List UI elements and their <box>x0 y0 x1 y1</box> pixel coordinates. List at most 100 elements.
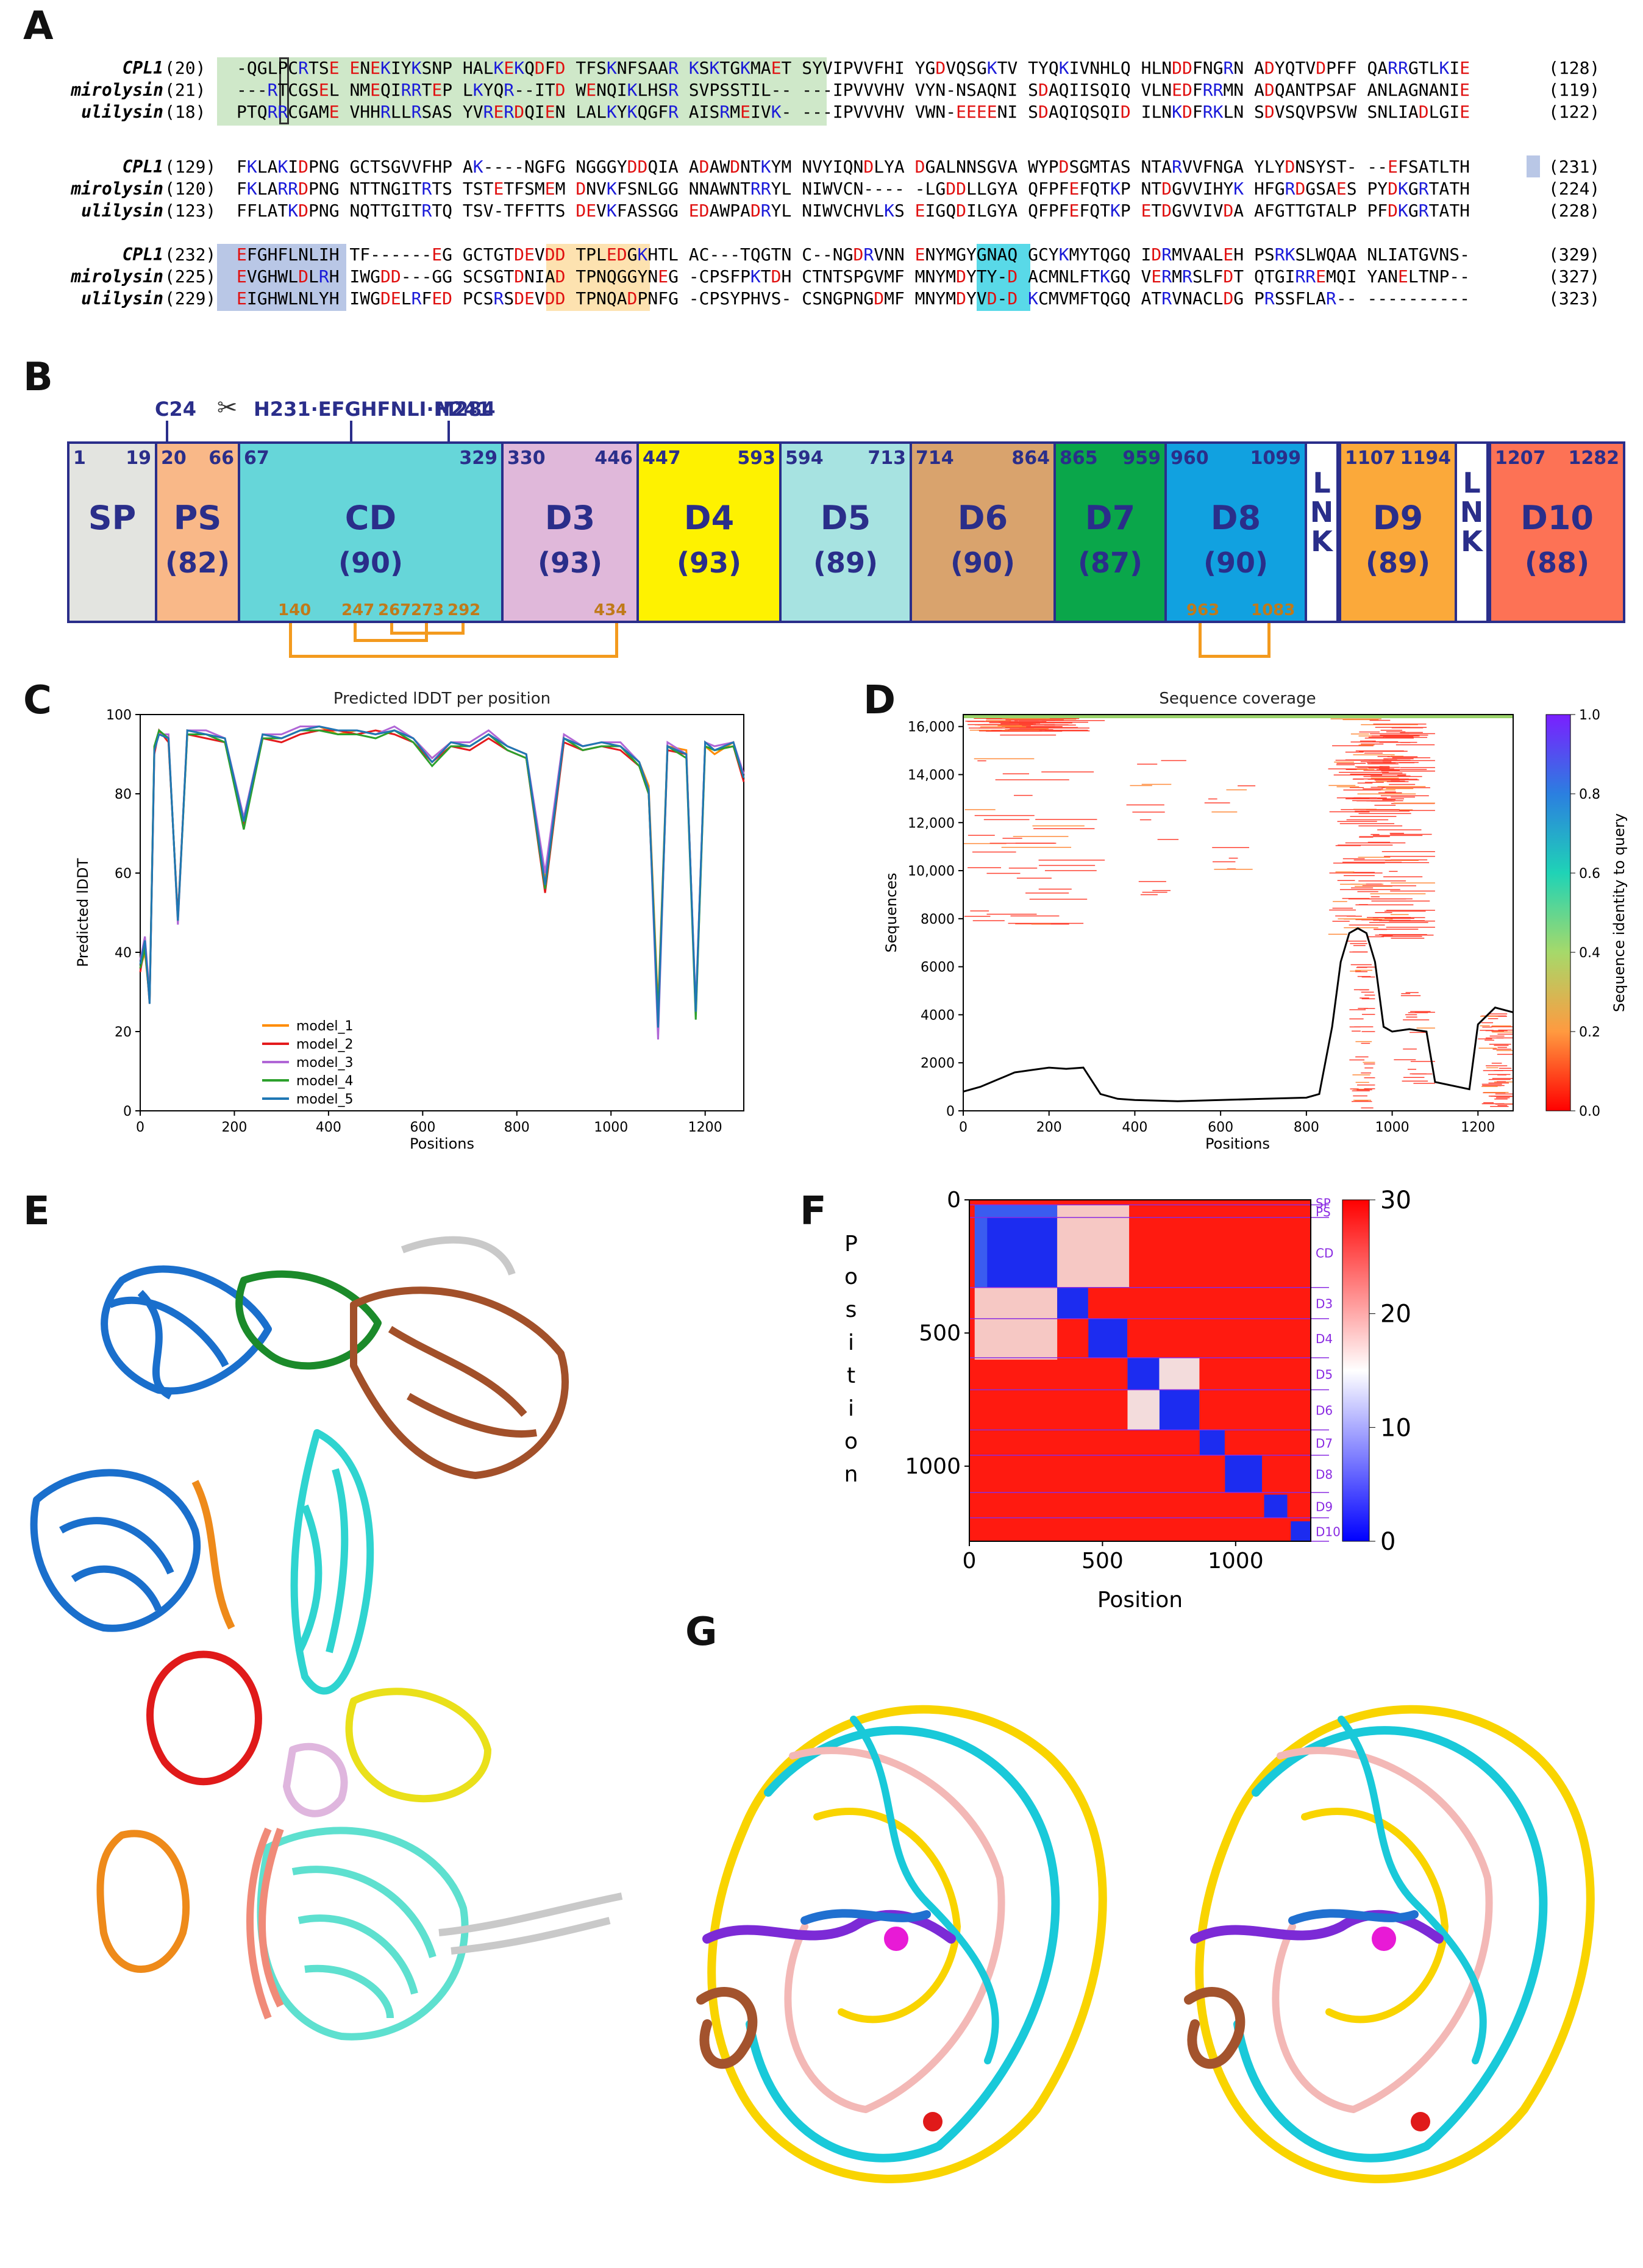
coverage-colorbar-label: Sequence identity to query <box>1611 813 1628 1012</box>
coverage-query-row <box>963 715 1513 718</box>
pae-ticks: 0 500 1000 0 500 1000 <box>905 1188 1263 1574</box>
domain-end: 713 <box>868 448 906 469</box>
domain-identity: (90) <box>1203 546 1269 579</box>
alignment-row: CPL1 (20) -QGLPCRTSE ENEKIYKSNP HALKEKQDFD… <box>0 57 1643 79</box>
pae-block-d7 <box>1199 1430 1225 1455</box>
domain-end: 329 <box>459 448 497 469</box>
domain-start: 1107 <box>1345 448 1396 469</box>
sequence-name: CPL1 <box>122 244 163 265</box>
domain-end: 864 <box>1011 448 1050 469</box>
plddt-chart-title: Predicted lDDT per position <box>333 690 551 708</box>
colorbar-tick-label: 1.0 <box>1579 708 1600 723</box>
panel-label-a: A <box>23 4 54 49</box>
colorbar-tick-label: 0.8 <box>1579 787 1600 802</box>
y-tick-label: 4000 <box>921 1008 955 1023</box>
panel-label-b: B <box>23 355 53 400</box>
sequence-residues: EFGHFLNLIH TF------EG GCTGTDEVDD TPLEDGK… <box>237 244 1470 265</box>
domain-d4: 447 593 D4 (93) <box>636 441 782 623</box>
y-tick-label: 12,000 <box>908 816 955 831</box>
sequence-end: (122) <box>1549 102 1600 122</box>
panel-label-e: E <box>23 1189 50 1234</box>
pae-offdiag-cd-d3 <box>1057 1205 1130 1288</box>
domain-boundary-label: CD <box>1316 1246 1333 1260</box>
y-tick-label: 40 <box>115 946 132 961</box>
domain-end: 593 <box>737 448 775 469</box>
domain-cd-blob <box>290 1429 374 1695</box>
colorbar-tick-label: 0.0 <box>1579 1104 1600 1119</box>
alignment-row: ulilysin (229) EIGHWLNLYH IWGDELRFED PCSRS… <box>0 288 1643 310</box>
pae-block-cd <box>987 1218 1057 1288</box>
ss-292: 292 <box>447 601 481 619</box>
domain-identity: (90) <box>338 546 404 579</box>
sequence-end: (228) <box>1549 201 1600 221</box>
domain-d9-blob <box>30 1469 201 1632</box>
pae-xlabel: Position <box>1097 1588 1183 1613</box>
sequence-end: (327) <box>1549 266 1600 287</box>
propeptide-highlight <box>217 57 827 126</box>
alignment-row: CPL1 (232) EFGHFLNLIH TF------EG GCTGTDEVD… <box>0 244 1643 266</box>
domain-start: 714 <box>916 448 954 469</box>
ss-273: 273 <box>411 601 444 619</box>
sequence-start: (21) <box>165 80 206 100</box>
sequence-start: (20) <box>165 58 206 78</box>
domain-d8: 960 1099 D8 (90) <box>1164 441 1307 623</box>
sequence-name: CPL1 <box>122 58 163 78</box>
pae-block-d5 <box>1127 1358 1160 1390</box>
domain-identity: (89) <box>813 546 879 579</box>
disulfide-bracket-267-292 <box>390 623 465 635</box>
sequence-end: (329) <box>1549 244 1600 265</box>
pae-colorbar <box>1342 1199 1370 1542</box>
domain-d7-blob <box>235 1270 382 1370</box>
sequence-residues: -QGLPCRTSE ENEKIYKSNP HALKEKQDFD TFSKNFS… <box>237 58 1470 78</box>
domain-sp-ps-blob <box>96 1830 190 1973</box>
x-tick-label: 0 <box>136 1120 144 1135</box>
loop-highlight <box>546 244 650 311</box>
domain-start: 960 <box>1171 448 1209 469</box>
domain-d7: 865 959 D7 (87) <box>1053 441 1167 623</box>
domain-d10-blob <box>146 1650 262 1786</box>
x-tick-label: 200 <box>221 1120 247 1135</box>
pae-offdiag-d3-cd <box>974 1288 1058 1360</box>
domain-start: 594 <box>785 448 824 469</box>
domain-boundary-label: D8 <box>1316 1467 1333 1482</box>
scissors-icon: ✂ <box>217 394 238 422</box>
c24-tick <box>166 421 168 443</box>
domain-start: 20 <box>161 448 187 469</box>
domain-end: 1099 <box>1250 448 1302 469</box>
coverage-line <box>963 927 1514 1102</box>
x-tick-label: 1000 <box>594 1120 628 1135</box>
domain-d6: 714 864 D6 (90) <box>910 441 1056 623</box>
y-tick-label: 0 <box>946 1104 955 1119</box>
legend-label: model_5 <box>296 1092 354 1107</box>
colorbar-tick-label: 0.6 <box>1579 866 1600 882</box>
ss-247: 247 <box>341 601 375 619</box>
panel-a-alignment: A CPL1 (20) -QGLPCRTSE ENEKIYKSNP HALKEKQD… <box>0 0 1643 317</box>
stereo-superposition-image <box>696 1705 1595 2183</box>
colorbar-tick-label: 30 <box>1380 1186 1411 1214</box>
domain-boundary-label: D3 <box>1316 1296 1333 1311</box>
domain-identity: (88) <box>1524 546 1590 579</box>
domain-end: 959 <box>1122 448 1161 469</box>
domain-boundary-label: D9 <box>1316 1500 1333 1514</box>
coverage-ylabel: Sequences <box>883 873 900 953</box>
his-highlight <box>1527 155 1540 177</box>
colorbar-tick-label: 0 <box>1380 1528 1395 1556</box>
sequence-name: ulilysin <box>81 288 163 308</box>
y-tick-label: 8000 <box>921 912 955 927</box>
pae-colorbar-ticks: 0 10 20 30 <box>1369 1186 1411 1556</box>
alignment-row: ulilysin (18) PTQRRCGAME VHHRLLRSAS YVRERD… <box>0 101 1643 123</box>
domain-name: D7 <box>1085 499 1136 537</box>
x-tick-label: 200 <box>1036 1120 1062 1135</box>
domain-sp: 1 19 SP <box>67 441 157 623</box>
y-tick-label: 14,000 <box>908 768 955 783</box>
x-tick-label: 1200 <box>1461 1120 1495 1135</box>
y-label-letter: o <box>844 1264 858 1289</box>
plddt-legend: model_1 model_2 model_3 model_4 model_5 <box>262 1019 354 1107</box>
domain-name: PS <box>173 499 222 537</box>
domain-boundary-label: D10 <box>1316 1525 1341 1539</box>
domain-end: 19 <box>126 448 151 469</box>
domain-identity: (87) <box>1077 546 1143 579</box>
